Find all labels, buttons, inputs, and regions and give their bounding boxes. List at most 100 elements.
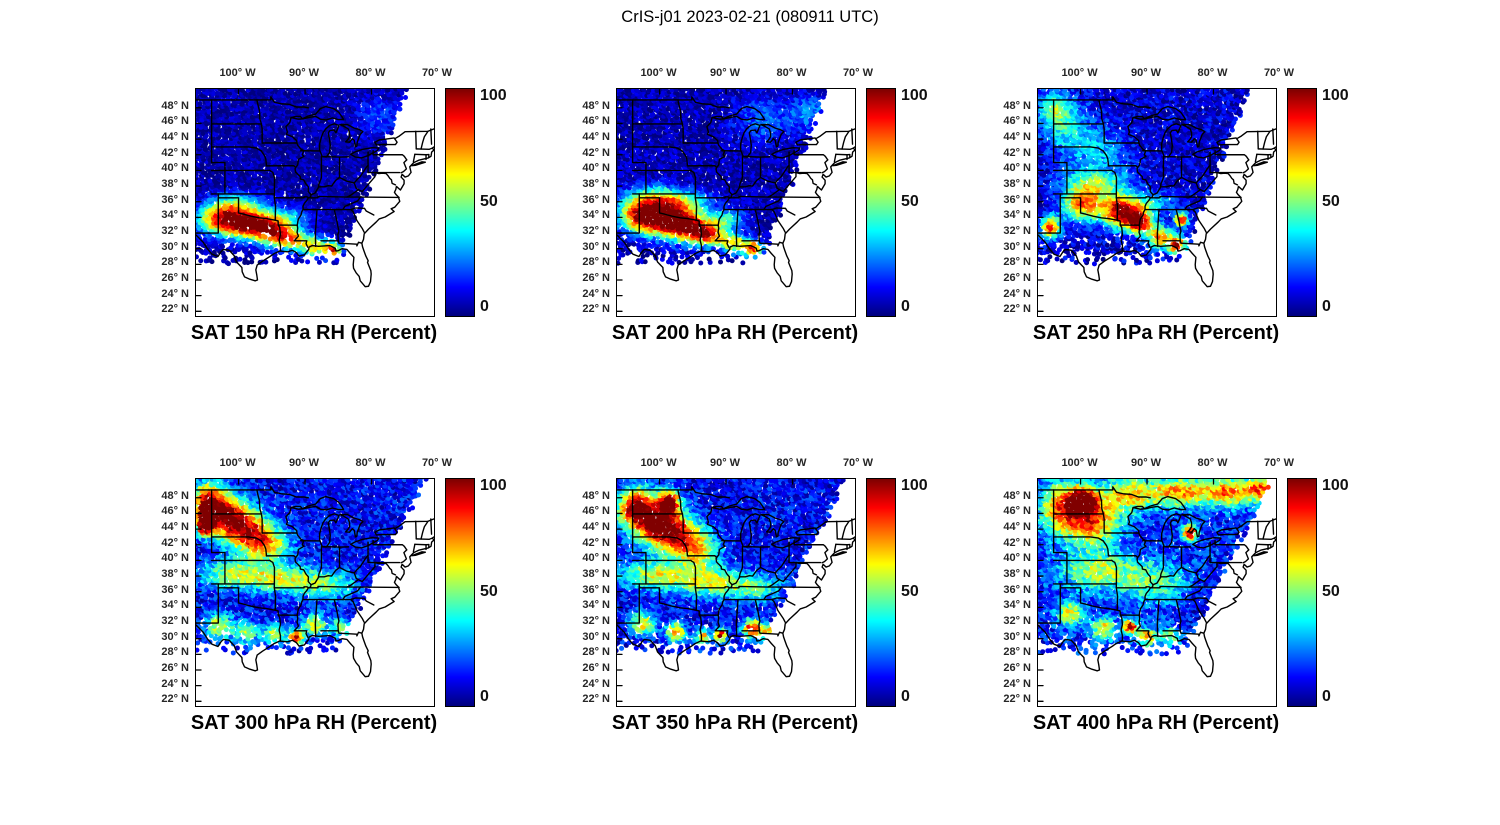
map-canvas-250hpa xyxy=(1038,89,1276,316)
lat-tick-label: 24° N xyxy=(582,677,610,690)
colorbar-label: 50 xyxy=(901,192,919,210)
lat-tick-label: 44° N xyxy=(1003,131,1031,144)
lat-tick-label: 46° N xyxy=(582,505,610,518)
lat-tick-label: 32° N xyxy=(582,225,610,238)
panel-title-200hpa: SAT 200 hPa RH (Percent) xyxy=(611,322,859,344)
colorbar-label: 50 xyxy=(901,582,919,600)
lat-tick-label: 22° N xyxy=(1003,693,1031,706)
lat-tick-label: 48° N xyxy=(582,489,610,502)
lat-tick-label: 22° N xyxy=(161,303,189,316)
lat-tick-label: 48° N xyxy=(1003,489,1031,502)
panel-title-350hpa: SAT 350 hPa RH (Percent) xyxy=(611,712,859,734)
lat-tick-label: 32° N xyxy=(161,615,189,628)
lat-tick-label: 34° N xyxy=(1003,599,1031,612)
lat-tick-label: 44° N xyxy=(1003,521,1031,534)
lat-tick-label: 36° N xyxy=(161,193,189,206)
panel-title-400hpa: SAT 400 hPa RH (Percent) xyxy=(1032,712,1280,734)
lat-tick-label: 38° N xyxy=(582,178,610,191)
colorbar-label: 0 xyxy=(901,298,910,315)
lat-tick-label: 44° N xyxy=(161,131,189,144)
lat-tick-label: 40° N xyxy=(582,162,610,175)
lat-tick-label: 24° N xyxy=(1003,677,1031,690)
colorbar-label: 0 xyxy=(480,298,489,315)
map-150hpa xyxy=(195,88,435,317)
colorbar-label: 100 xyxy=(901,87,928,104)
lat-tick-label: 46° N xyxy=(1003,115,1031,128)
map-canvas-300hpa xyxy=(196,479,434,706)
lon-tick-label: 80° W xyxy=(1197,457,1228,469)
map-canvas-400hpa xyxy=(1038,479,1276,706)
lon-tick-label: 80° W xyxy=(355,457,386,469)
lat-tick-label: 30° N xyxy=(1003,630,1031,643)
lat-tick-label: 30° N xyxy=(582,240,610,253)
lat-tick-label: 24° N xyxy=(161,677,189,690)
lat-tick-label: 28° N xyxy=(582,646,610,659)
lat-tick-label: 26° N xyxy=(161,271,189,284)
lat-tick-label: 42° N xyxy=(582,536,610,549)
lon-tick-label: 90° W xyxy=(1130,67,1162,79)
panel-title-300hpa: SAT 300 hPa RH (Percent) xyxy=(190,712,438,734)
lon-tick-label: 70° W xyxy=(842,457,874,469)
lat-tick-label: 42° N xyxy=(161,536,189,549)
map-canvas-150hpa xyxy=(196,89,434,316)
lat-tick-label: 30° N xyxy=(161,240,189,253)
lat-tick-label: 36° N xyxy=(161,583,189,596)
lat-tick-label: 48° N xyxy=(161,489,189,502)
lat-tick-label: 34° N xyxy=(1003,209,1031,222)
colorbar-350hpa xyxy=(866,478,896,707)
lat-tick-label: 36° N xyxy=(582,193,610,206)
lat-tick-label: 40° N xyxy=(161,552,189,565)
lat-tick-label: 34° N xyxy=(582,599,610,612)
lat-tick-label: 22° N xyxy=(161,693,189,706)
lat-tick-label: 42° N xyxy=(582,146,610,159)
colorbar-gradient xyxy=(1288,479,1316,706)
colorbar-gradient xyxy=(1288,89,1316,316)
lat-tick-label: 46° N xyxy=(161,505,189,518)
lat-tick-label: 46° N xyxy=(161,115,189,128)
lat-tick-label: 40° N xyxy=(1003,162,1031,175)
panel-title-150hpa: SAT 150 hPa RH (Percent) xyxy=(190,322,438,344)
figure-title: CrIS-j01 2023-02-21 (080911 UTC) xyxy=(621,8,879,26)
lat-tick-label: 26° N xyxy=(1003,271,1031,284)
lat-tick-label: 34° N xyxy=(582,209,610,222)
lon-tick-label: 90° W xyxy=(709,67,741,79)
colorbar-label: 50 xyxy=(480,582,498,600)
lat-tick-label: 28° N xyxy=(582,256,610,269)
map-canvas-200hpa xyxy=(617,89,855,316)
colorbar-label: 0 xyxy=(901,688,910,705)
lon-tick-label: 80° W xyxy=(355,67,386,79)
lat-tick-label: 40° N xyxy=(1003,552,1031,565)
lon-tick-label: 70° W xyxy=(1263,457,1295,469)
lat-tick-label: 42° N xyxy=(1003,536,1031,549)
lat-tick-label: 28° N xyxy=(1003,256,1031,269)
colorbar-label: 50 xyxy=(480,192,498,210)
lon-tick-label: 70° W xyxy=(1263,67,1295,79)
lat-tick-label: 34° N xyxy=(161,599,189,612)
lat-tick-label: 32° N xyxy=(582,615,610,628)
map-300hpa xyxy=(195,478,435,707)
lon-tick-label: 100° W xyxy=(219,67,256,79)
lat-tick-label: 48° N xyxy=(1003,99,1031,112)
lat-tick-label: 24° N xyxy=(1003,287,1031,300)
colorbar-300hpa xyxy=(445,478,475,707)
lat-tick-label: 30° N xyxy=(1003,240,1031,253)
colorbar-label: 100 xyxy=(1322,87,1349,104)
colorbar-label: 0 xyxy=(1322,298,1331,315)
lat-tick-label: 46° N xyxy=(1003,505,1031,518)
lat-tick-label: 28° N xyxy=(161,646,189,659)
lat-tick-label: 38° N xyxy=(582,568,610,581)
colorbar-label: 50 xyxy=(1322,582,1340,600)
lat-tick-label: 24° N xyxy=(582,287,610,300)
colorbar-label: 100 xyxy=(1322,477,1349,494)
lat-tick-label: 32° N xyxy=(1003,225,1031,238)
lat-tick-label: 42° N xyxy=(1003,146,1031,159)
lon-tick-label: 100° W xyxy=(219,457,256,469)
lat-tick-label: 40° N xyxy=(582,552,610,565)
lat-tick-label: 30° N xyxy=(161,630,189,643)
lat-tick-label: 26° N xyxy=(161,661,189,674)
lon-tick-label: 70° W xyxy=(421,67,453,79)
lat-tick-label: 44° N xyxy=(582,131,610,144)
lat-tick-label: 40° N xyxy=(161,162,189,175)
lon-tick-label: 70° W xyxy=(842,67,874,79)
